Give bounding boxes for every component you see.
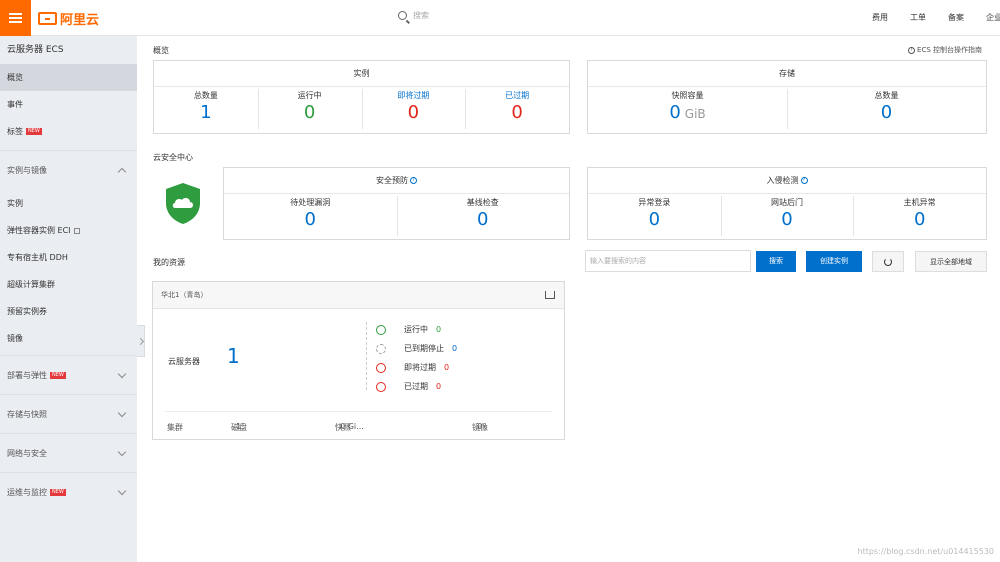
sidebar-item-eci[interactable]: 弹性容器实例 ECI bbox=[0, 217, 137, 244]
create-instance-button[interactable]: 创建实例 bbox=[806, 251, 862, 272]
stat-baseline[interactable]: 基线检查 0 bbox=[396, 194, 570, 238]
resource-search-button[interactable]: 搜索 bbox=[756, 251, 796, 272]
aliyun-logo[interactable]: 阿里云 bbox=[38, 9, 99, 28]
refresh-icon bbox=[884, 258, 892, 266]
watermark: https://blog.csdn.net/u014415530 bbox=[857, 547, 994, 556]
help-icon: ? bbox=[800, 177, 808, 184]
stopped-icon bbox=[376, 343, 386, 354]
security-title: 云安全中心 bbox=[153, 153, 193, 162]
brand-text: 阿里云 bbox=[60, 13, 100, 28]
stat-vulnerabilities[interactable]: 待处理漏洞 0 bbox=[290, 198, 331, 230]
sidebar-group-ops[interactable]: 运维与监控 NEW bbox=[0, 473, 137, 512]
instances-card-header: 实例 bbox=[154, 61, 569, 87]
stat-host-anomaly[interactable]: 主机异常 0 bbox=[853, 194, 986, 238]
stat-backdoor[interactable]: 网站后门 0 bbox=[720, 194, 854, 238]
vulnerability-card-header: 安全预防? bbox=[224, 168, 569, 194]
server-label: 云服务器 bbox=[168, 357, 200, 366]
refresh-button[interactable] bbox=[872, 251, 904, 272]
stat-running[interactable]: 运行中 0 bbox=[257, 87, 362, 131]
stat-total[interactable]: 总数量 1 bbox=[193, 91, 218, 123]
show-all-regions-button[interactable]: 显示全部地域 bbox=[915, 251, 987, 272]
sidebar-group-storage[interactable]: 存储与快照 bbox=[0, 395, 137, 434]
divider bbox=[366, 322, 367, 390]
search-icon bbox=[398, 11, 407, 20]
global-search[interactable]: 搜索 bbox=[398, 10, 429, 21]
overview-title: 概览 bbox=[153, 46, 169, 55]
clock-icon bbox=[376, 381, 386, 392]
search-placeholder: 搜索 bbox=[413, 11, 429, 20]
external-link-icon bbox=[73, 227, 80, 234]
cart-icon[interactable] bbox=[545, 291, 555, 299]
sidebar-title: 云服务器 ECS bbox=[7, 45, 64, 55]
status-list: 运行中 0 已到期停止 0 即将过期 0 已过期 0 bbox=[376, 320, 457, 396]
top-link-tickets[interactable]: 工单 bbox=[910, 13, 926, 22]
help-icon: ? bbox=[907, 46, 915, 54]
main-content: 概览 ? ECS 控制台操作指南 实例 总数量 1 运行中 0 即将过期 0 已过期 0… bbox=[145, 36, 1000, 562]
stat-snapshot-capacity[interactable]: 快照容量 0 GiB bbox=[669, 91, 706, 123]
new-badge: NEW bbox=[26, 128, 42, 135]
sidebar: 云服务器 ECS 概览 事件 标签 NEW 实例与镜像 实例 弹性容器实例 ECI… bbox=[0, 36, 137, 562]
status-running[interactable]: 运行中 0 bbox=[376, 320, 457, 339]
status-expiring[interactable]: 即将过期 0 bbox=[376, 358, 457, 377]
vulnerability-card: 安全预防? 待处理漏洞 0 基线检查 0 bbox=[223, 167, 570, 240]
sidebar-item-tags[interactable]: 标签 NEW bbox=[0, 118, 137, 151]
storage-card-header: 存储 bbox=[588, 61, 986, 87]
sidebar-item-images[interactable]: 镜像 bbox=[0, 325, 137, 356]
sidebar-item-ddh[interactable]: 专有宿主机 DDH bbox=[7, 253, 68, 262]
summary-disk[interactable]: 磁盘 1 bbox=[231, 422, 247, 432]
sidebar-item-reserved[interactable]: 预留实例券 bbox=[7, 307, 47, 316]
top-link-billing[interactable]: 费用 bbox=[872, 13, 888, 22]
sidebar-item-events[interactable]: 事件 bbox=[7, 100, 23, 109]
region-card-header: 华北1（青岛） bbox=[153, 282, 564, 309]
sidebar-item-overview[interactable]: 概览 bbox=[0, 64, 137, 91]
chevron-down-icon bbox=[117, 369, 127, 379]
status-stopped[interactable]: 已到期停止 0 bbox=[376, 339, 457, 358]
stat-expired[interactable]: 已过期 0 bbox=[465, 87, 569, 131]
stat-storage-total[interactable]: 总数量 0 bbox=[787, 87, 986, 131]
top-link-enterprise[interactable]: 企业 bbox=[986, 13, 1000, 22]
sidebar-item-instances[interactable]: 实例 bbox=[7, 199, 23, 208]
aliyun-logo-icon bbox=[38, 12, 57, 25]
sidebar-group-deploy[interactable]: 部署与弹性 NEW bbox=[0, 356, 137, 395]
running-icon bbox=[376, 324, 386, 335]
chevron-down-icon bbox=[117, 408, 127, 418]
chevron-down-icon bbox=[117, 447, 127, 457]
divider bbox=[165, 411, 552, 412]
region-card: 华北1（青岛） 云服务器 1 运行中 0 已到期停止 0 即将过期 0 已过期 0 集群… bbox=[152, 281, 565, 440]
help-link[interactable]: ? ECS 控制台操作指南 bbox=[906, 45, 982, 55]
help-icon: ? bbox=[410, 177, 417, 184]
intrusion-card: 入侵检测? 异常登录 0 网站后门 0 主机异常 0 bbox=[587, 167, 987, 240]
chevron-up-icon bbox=[117, 167, 127, 177]
storage-card: 存储 快照容量 0 GiB 总数量 0 bbox=[587, 60, 987, 134]
chevron-down-icon bbox=[117, 486, 127, 496]
sidebar-collapse-handle[interactable] bbox=[137, 325, 145, 357]
instances-card: 实例 总数量 1 运行中 0 即将过期 0 已过期 0 bbox=[153, 60, 570, 134]
security-shield-icon bbox=[166, 183, 200, 224]
stat-expiring[interactable]: 即将过期 0 bbox=[361, 87, 466, 131]
intrusion-card-header: 入侵检测? bbox=[588, 168, 986, 194]
status-expired[interactable]: 已过期 0 bbox=[376, 377, 457, 396]
stat-abnormal-login[interactable]: 异常登录 0 bbox=[638, 198, 671, 230]
server-count[interactable]: 1 bbox=[227, 344, 240, 368]
hamburger-menu-button[interactable] bbox=[0, 0, 31, 36]
region-name: 华北1（青岛） bbox=[161, 291, 208, 299]
top-link-filing[interactable]: 备案 bbox=[948, 13, 964, 22]
top-bar: 阿里云 搜索 费用 工单 备案 企业 bbox=[0, 0, 1000, 36]
sidebar-group-network[interactable]: 网络与安全 bbox=[0, 434, 137, 473]
top-links: 费用 工单 备案 企业 bbox=[872, 12, 1000, 23]
resource-search-input[interactable]: 输入要搜索的内容 bbox=[585, 250, 751, 272]
sidebar-group-instances-images[interactable]: 实例与镜像 bbox=[0, 151, 137, 190]
clock-icon bbox=[376, 362, 386, 373]
summary-image[interactable]: 镜像 0 bbox=[472, 422, 488, 432]
sidebar-item-scc[interactable]: 超级计算集群 bbox=[7, 280, 55, 289]
resources-title: 我的资源 bbox=[153, 258, 185, 267]
summary-snapshot[interactable]: 快照 0 Gi... bbox=[335, 422, 364, 432]
